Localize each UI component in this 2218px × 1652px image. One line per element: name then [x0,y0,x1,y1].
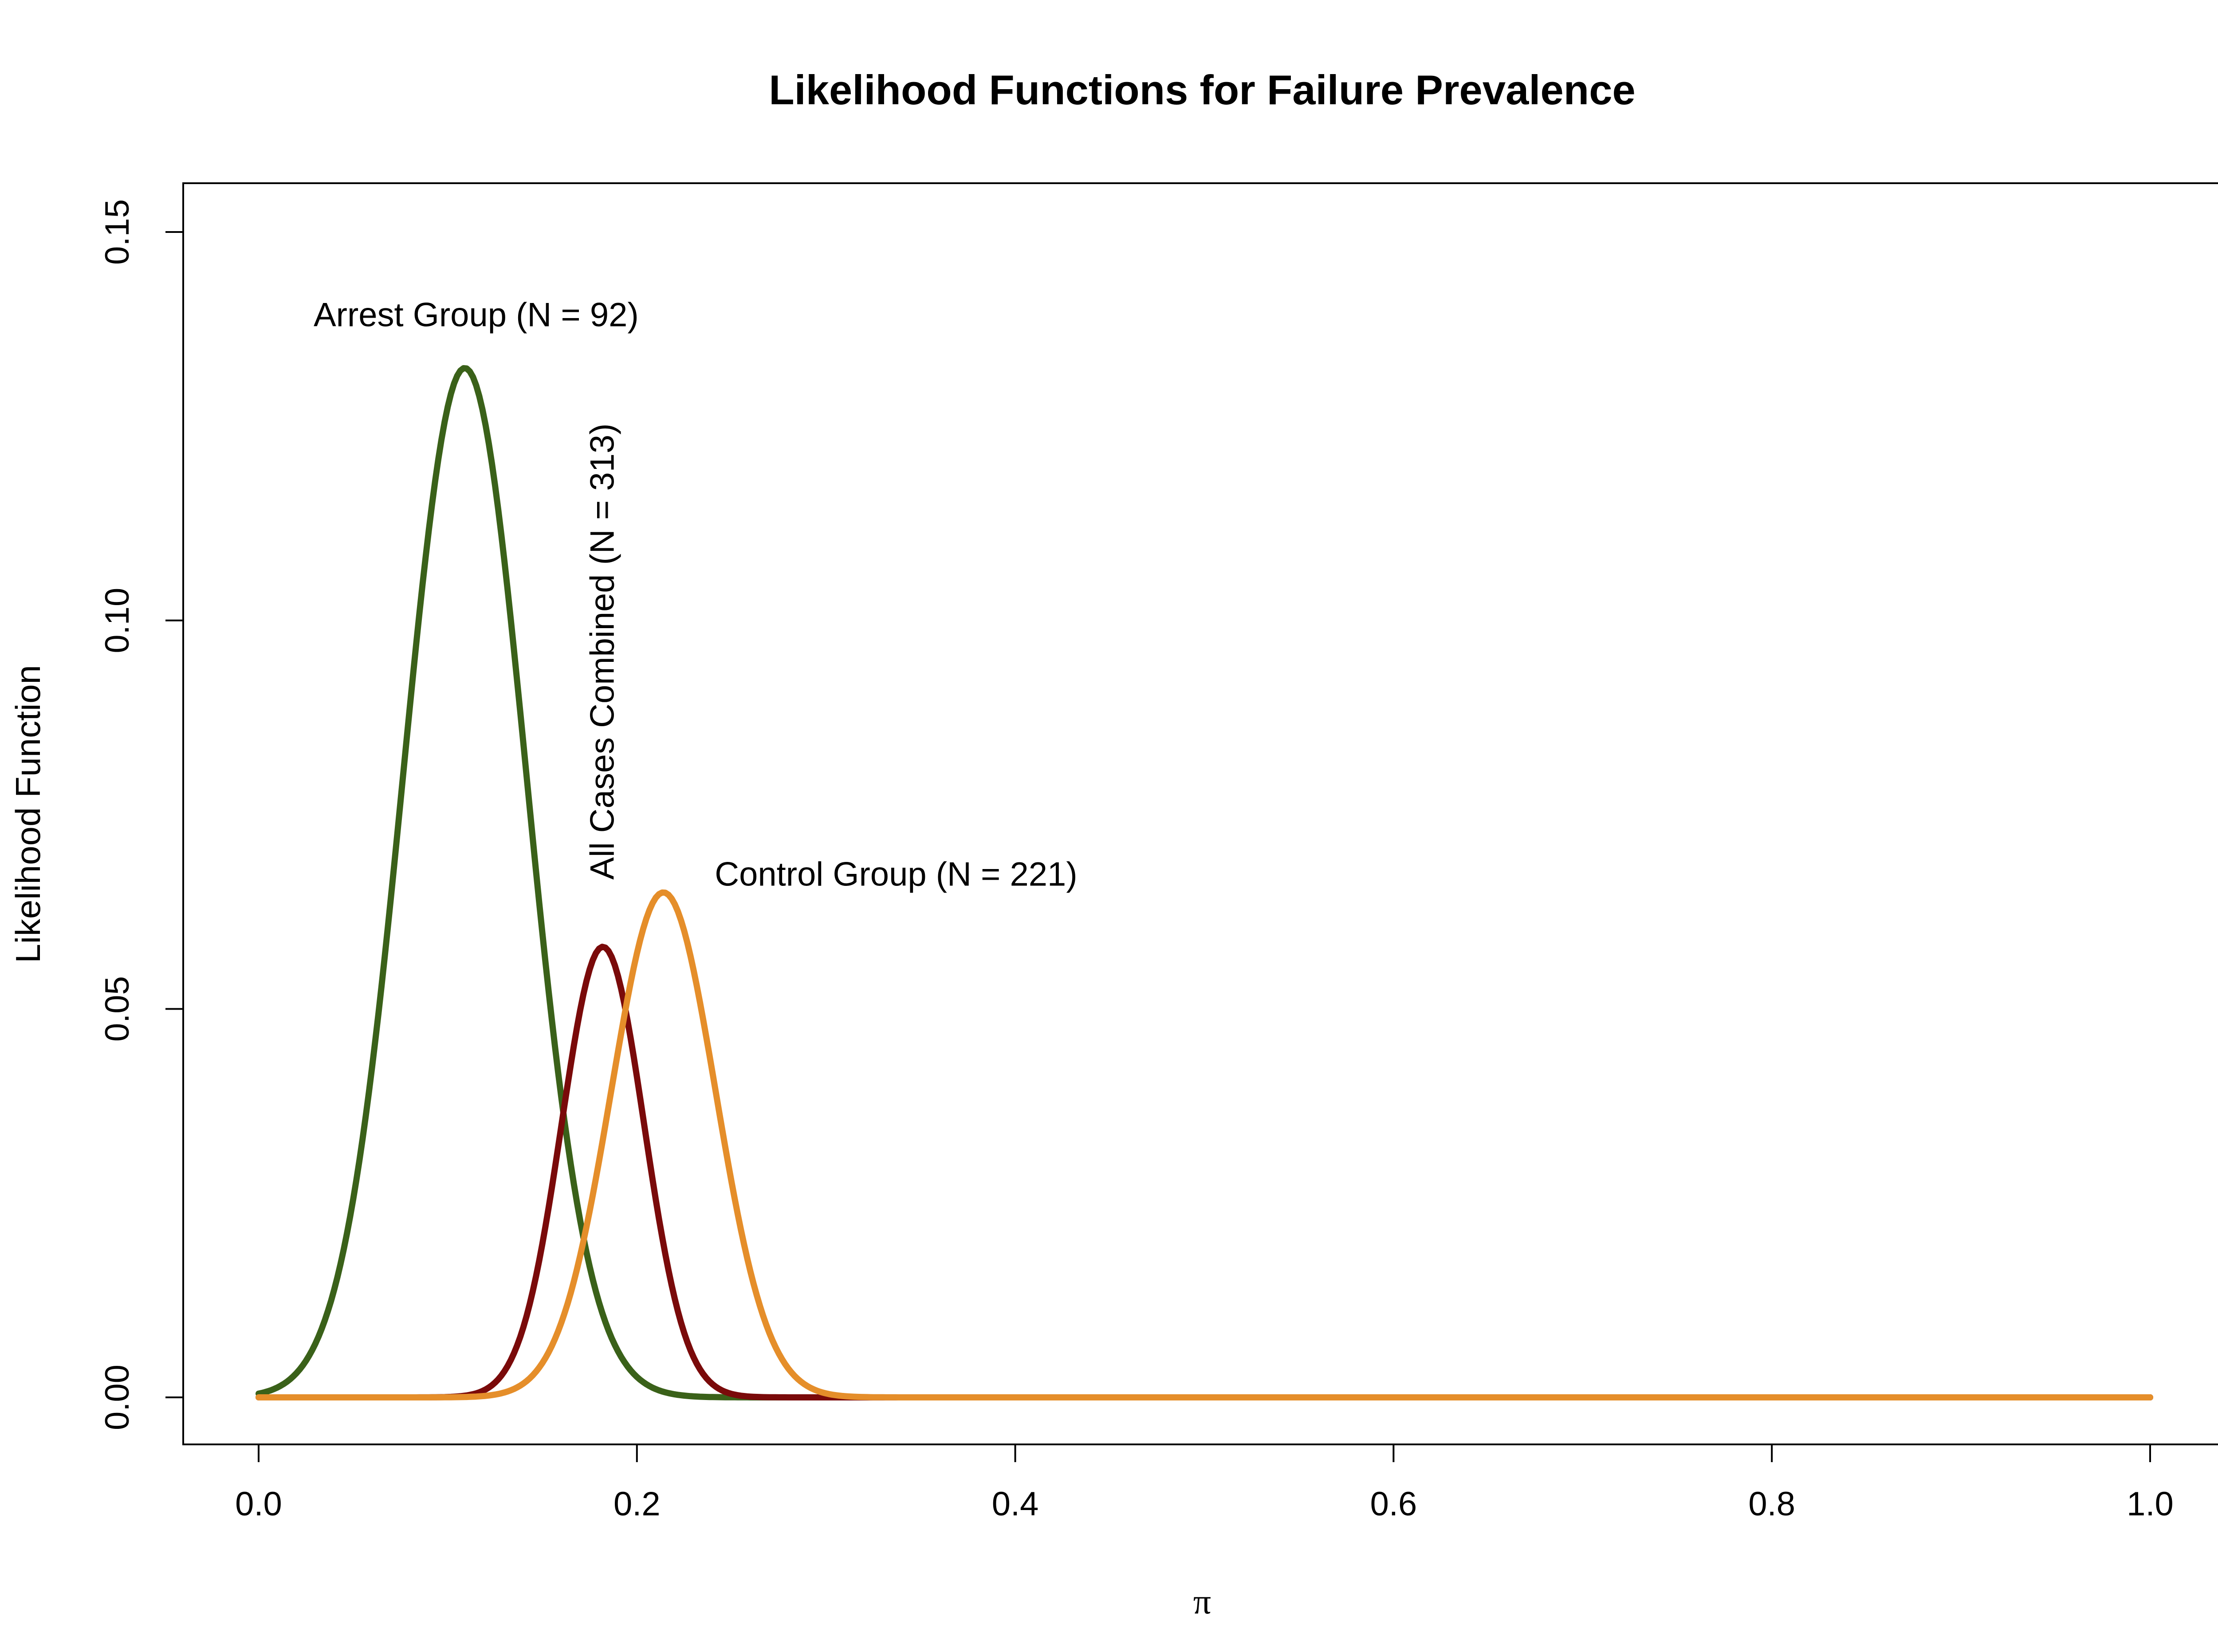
combined-label: All Cases Combined (N = 313) [583,423,621,880]
x-axis-label: π [1193,1582,1211,1621]
x-tick-label: 0.4 [992,1485,1039,1523]
y-tick-label: 0.05 [98,976,136,1042]
plot-area [256,365,2153,1400]
arrest-group-label: Arrest Group (N = 92) [314,296,639,334]
y-tick-label: 0.15 [98,199,136,265]
control-group-label: Control Group (N = 221) [715,856,1077,893]
x-tick-label: 1.0 [2127,1485,2174,1523]
x-tick-label: 0.6 [1370,1485,1417,1523]
combined-line [256,944,2153,1400]
plot-frame [182,182,2218,1445]
x-tick-label: 0.0 [235,1485,282,1523]
y-tick-label: 0.00 [98,1365,136,1430]
y-tick-label: 0.10 [98,588,136,653]
control-group-line [256,889,2153,1400]
x-tick-label: 0.2 [613,1485,661,1523]
y-axis-label: Likelihood Function [8,665,47,963]
x-axis: 0.0 0.2 0.4 0.6 0.8 1.0 [235,1444,2174,1523]
annotations: Arrest Group (N = 92) All Cases Combined … [314,296,1078,893]
chart-title: Likelihood Functions for Failure Prevale… [769,67,1636,113]
x-tick-label: 0.8 [1748,1485,1795,1523]
y-axis: 0.00 0.05 0.10 0.15 [98,199,183,1430]
